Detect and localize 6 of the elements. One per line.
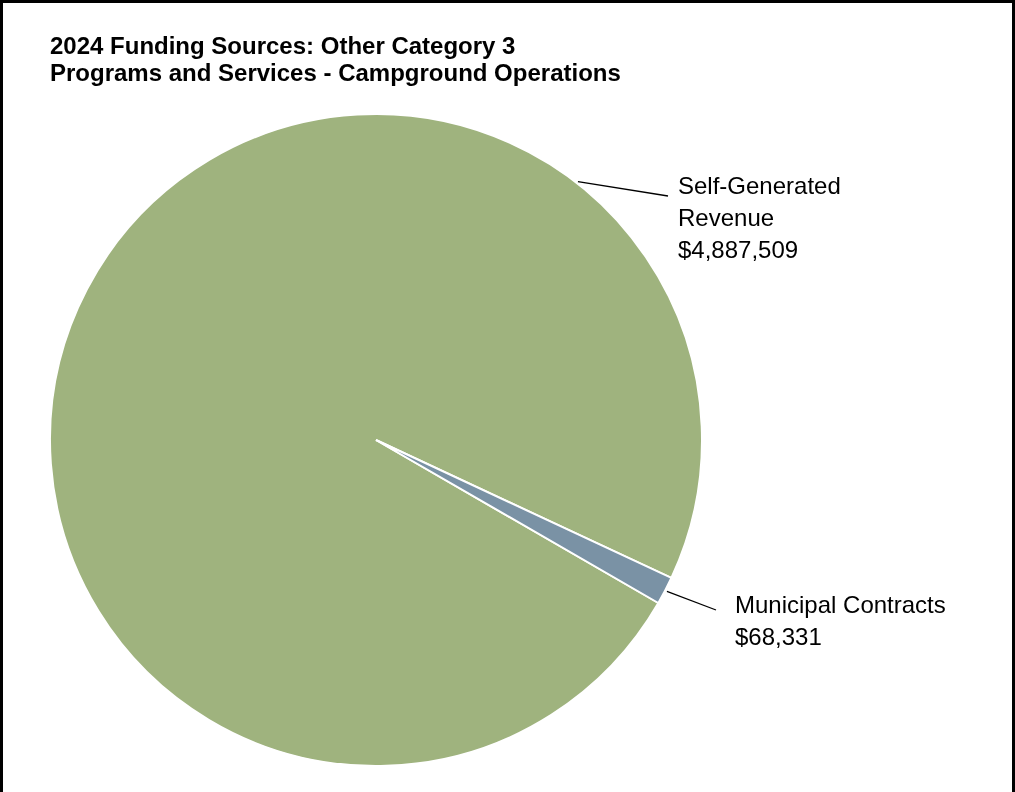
- slice-label: Self-Generated Revenue: [678, 172, 841, 231]
- chart-title: 2024 Funding Sources: Other Category 3 Programs and Services - Campground Operations: [50, 32, 621, 86]
- data-label: $4,887,509: [678, 236, 799, 263]
- data-label: $68,331: [735, 623, 822, 650]
- slice-label: Municipal Contracts: [735, 591, 946, 618]
- pie-slice: [375, 439, 673, 604]
